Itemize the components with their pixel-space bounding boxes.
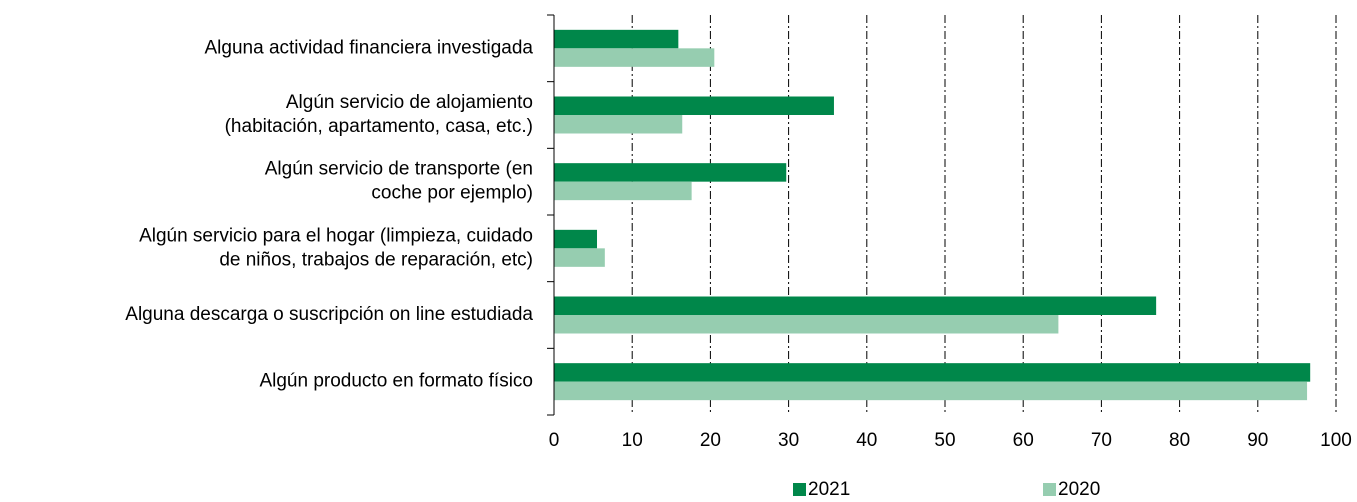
bar <box>554 115 683 134</box>
x-tick-label: 90 <box>1247 430 1268 451</box>
y-tick-label: Algún servicio de alojamiento <box>286 92 533 113</box>
x-tick-label: 20 <box>700 430 721 451</box>
bar <box>554 248 605 267</box>
x-tick-label: 40 <box>856 430 877 451</box>
bar <box>554 96 834 115</box>
bar <box>554 381 1308 401</box>
bar <box>554 296 1157 315</box>
y-tick-label: coche por ejemplo) <box>371 183 533 204</box>
y-tick-label: de niños, trabajos de reparación, etc) <box>219 249 533 270</box>
y-tick-label: Alguna descarga o suscripción on line es… <box>125 304 533 325</box>
x-tick-label: 30 <box>778 430 799 451</box>
x-tick-label: 70 <box>1091 430 1112 451</box>
y-tick-label: Alguna actividad financiera investigada <box>205 37 534 58</box>
x-tick-label: 80 <box>1169 430 1190 451</box>
bar <box>554 29 679 49</box>
bar <box>554 163 787 182</box>
bar <box>554 181 692 201</box>
bar <box>554 315 1059 334</box>
x-tick-label: 100 <box>1320 430 1352 451</box>
x-tick-label: 10 <box>622 430 643 451</box>
legend-label: 2021 <box>808 479 850 500</box>
y-tick-label: (habitación, apartamento, casa, etc.) <box>225 116 533 137</box>
bar <box>554 48 715 67</box>
x-tick-label: 50 <box>934 430 955 451</box>
bar <box>554 229 598 249</box>
x-tick-label: 0 <box>549 430 560 451</box>
legend-swatch <box>1043 483 1056 496</box>
bar <box>554 363 1311 382</box>
legend-label: 2020 <box>1058 479 1100 500</box>
y-tick-label: Algún servicio de transporte (en <box>265 159 533 180</box>
legend-swatch <box>793 483 806 496</box>
y-tick-label: Algún servicio para el hogar (limpieza, … <box>139 225 533 246</box>
y-tick-label: Algún producto en formato físico <box>259 371 533 392</box>
x-tick-label: 60 <box>1013 430 1034 451</box>
